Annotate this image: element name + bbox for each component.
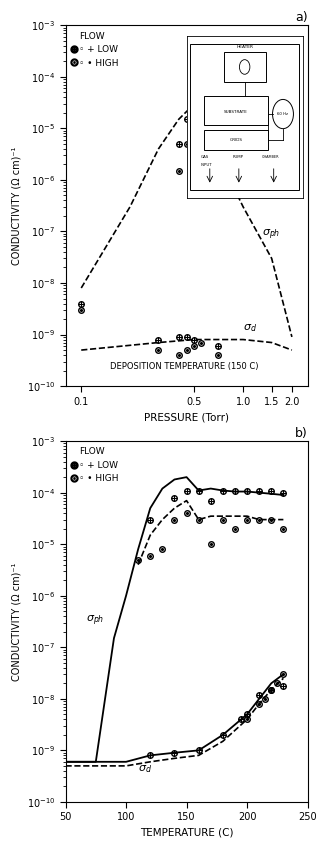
Text: $\sigma_{ph}$: $\sigma_{ph}$ xyxy=(262,228,280,242)
Legend: FLOW, ◦ + LOW, ◦ • HIGH: FLOW, ◦ + LOW, ◦ • HIGH xyxy=(70,446,120,486)
Text: $\sigma_d$: $\sigma_d$ xyxy=(138,763,152,774)
Legend: FLOW, ◦ + LOW, ◦ • HIGH: FLOW, ◦ + LOW, ◦ • HIGH xyxy=(70,30,120,70)
Text: a): a) xyxy=(295,11,308,24)
Text: $\sigma_d$: $\sigma_d$ xyxy=(243,323,257,335)
Text: b): b) xyxy=(295,427,308,440)
Y-axis label: CONDUCTIVITY (Ω cm)⁻¹: CONDUCTIVITY (Ω cm)⁻¹ xyxy=(11,562,21,681)
Y-axis label: CONDUCTIVITY (Ω cm)⁻¹: CONDUCTIVITY (Ω cm)⁻¹ xyxy=(11,147,21,265)
Text: DEPOSITION TEMPERATURE (150 C): DEPOSITION TEMPERATURE (150 C) xyxy=(110,362,258,370)
X-axis label: PRESSURE (Torr): PRESSURE (Torr) xyxy=(144,412,229,422)
X-axis label: TEMPERATURE (C): TEMPERATURE (C) xyxy=(140,828,233,838)
Text: $\sigma_{ph}$: $\sigma_{ph}$ xyxy=(86,614,105,628)
